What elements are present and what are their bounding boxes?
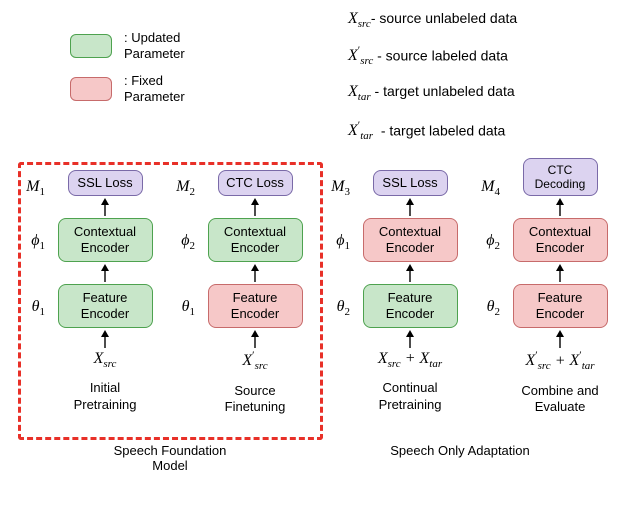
notation-xsrc-prime-text: - source labeled data [377, 47, 508, 63]
diagram-area: M1 ϕ1 θ1 SSL Loss Contextual Encoder Feature … [0, 160, 640, 510]
arrow [350, 330, 470, 348]
notation-xtar-prime: X′tar - target labeled data [348, 120, 505, 143]
legend-updated-text: : Updated Parameter [124, 30, 185, 61]
swatch-updated [70, 34, 112, 58]
arrow [350, 264, 470, 282]
pipeline-column-2: M2ϕ2θ1CTC LossContextual EncoderFeature … [195, 170, 315, 416]
loss-block-2: CTC Loss [218, 170, 293, 196]
notation-xtar-text: - target unlabeled data [375, 83, 515, 99]
feature-encoder-4: Feature Encoder [513, 284, 608, 328]
label-M3: M3 [322, 178, 350, 198]
feature-encoder-3: Feature Encoder [363, 284, 458, 328]
legend-area: : Updated Parameter : Fixed Parameter Xs… [0, 5, 640, 155]
contextual-encoder-1: Contextual Encoder [58, 218, 153, 262]
arrow [350, 198, 470, 216]
phase-label-2: Source Finetuning [195, 383, 315, 417]
arrow [45, 330, 165, 348]
input-label-3: Xsrc + Xtar [350, 350, 470, 370]
arrow [500, 330, 620, 348]
label-phi-1: ϕ1 [17, 232, 45, 252]
pipeline-column-1: M1ϕ1θ1SSL LossContextual EncoderFeature … [45, 170, 165, 414]
arrow [45, 198, 165, 216]
label-M4: M4 [472, 178, 500, 198]
pipeline-column-4: M4ϕ2θ2CTC DecodingContextual EncoderFeat… [500, 170, 620, 416]
arrow [195, 264, 315, 282]
phase-label-1: Initial Pretraining [45, 380, 165, 414]
label-M1: M1 [17, 178, 45, 198]
notation-xsrc-text: - source unlabeled data [371, 10, 517, 26]
input-label-1: Xsrc [45, 350, 165, 370]
group-label-foundation: Speech Foundation Model [90, 443, 250, 473]
feature-encoder-1: Feature Encoder [58, 284, 153, 328]
loss-block-4: CTC Decoding [523, 158, 598, 196]
phase-label-3: Continual Pretraining [350, 380, 470, 414]
notation-xsrc-prime: X′src - source labeled data [348, 45, 508, 68]
contextual-encoder-3: Contextual Encoder [363, 218, 458, 262]
phase-label-4: Combine and Evaluate [500, 383, 620, 417]
feature-encoder-2: Feature Encoder [208, 284, 303, 328]
arrow [500, 264, 620, 282]
legend-updated: : Updated Parameter [70, 30, 185, 61]
label-theta-2: θ1 [167, 298, 195, 318]
arrow [195, 198, 315, 216]
input-label-4: X′src + X′tar [500, 350, 620, 373]
pipeline-column-3: M3ϕ1θ2SSL LossContextual EncoderFeature … [350, 170, 470, 414]
arrow [500, 198, 620, 216]
label-theta-1: θ1 [17, 298, 45, 318]
swatch-fixed [70, 77, 112, 101]
arrow [195, 330, 315, 348]
contextual-encoder-2: Contextual Encoder [208, 218, 303, 262]
loss-block-3: SSL Loss [373, 170, 448, 196]
label-phi-3: ϕ1 [322, 232, 350, 252]
group-label-adaptation: Speech Only Adaptation [360, 443, 560, 458]
legend-fixed-text: : Fixed Parameter [124, 73, 185, 104]
label-theta-3: θ2 [322, 298, 350, 318]
label-phi-4: ϕ2 [472, 232, 500, 252]
notation-xtar: Xtar - target unlabeled data [348, 83, 515, 103]
legend-fixed: : Fixed Parameter [70, 73, 185, 104]
notation-xsrc: Xsrc- source unlabeled data [348, 10, 517, 30]
notation-xtar-prime-text: - target labeled data [381, 122, 506, 138]
label-M2: M2 [167, 178, 195, 198]
arrow [45, 264, 165, 282]
contextual-encoder-4: Contextual Encoder [513, 218, 608, 262]
label-theta-4: θ2 [472, 298, 500, 318]
label-phi-2: ϕ2 [167, 232, 195, 252]
loss-block-1: SSL Loss [68, 170, 143, 196]
input-label-2: X′src [195, 350, 315, 373]
